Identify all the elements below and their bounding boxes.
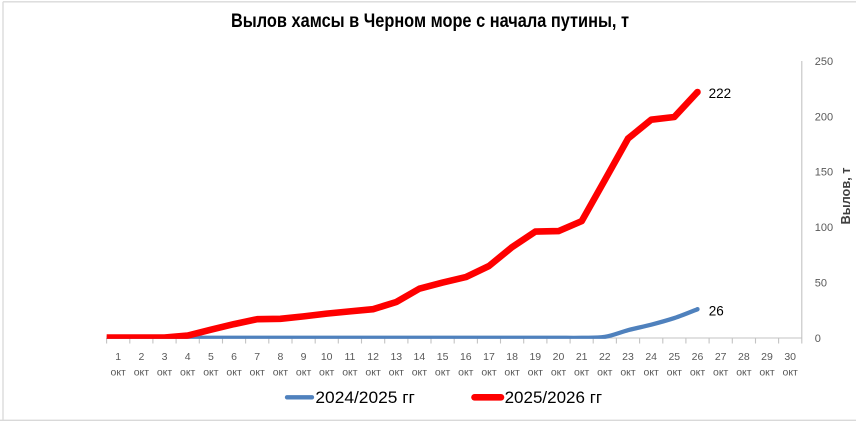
svg-text:окт: окт — [736, 367, 752, 379]
svg-text:22: 22 — [599, 351, 611, 363]
svg-text:окт: окт — [481, 367, 497, 379]
svg-text:12: 12 — [367, 351, 379, 363]
svg-text:13: 13 — [390, 351, 402, 363]
svg-text:28: 28 — [738, 351, 750, 363]
svg-text:3: 3 — [162, 351, 168, 363]
svg-text:11: 11 — [344, 351, 355, 363]
svg-text:окт: окт — [412, 367, 428, 379]
svg-text:16: 16 — [460, 351, 472, 363]
svg-text:окт: окт — [690, 367, 706, 379]
svg-text:222: 222 — [709, 86, 732, 101]
svg-text:окт: окт — [365, 367, 381, 379]
svg-text:17: 17 — [483, 351, 495, 363]
svg-text:18: 18 — [506, 351, 518, 363]
svg-text:23: 23 — [622, 351, 634, 363]
svg-text:окт: окт — [759, 367, 775, 379]
svg-text:150: 150 — [815, 167, 833, 179]
svg-text:окт: окт — [273, 367, 289, 379]
svg-text:10: 10 — [321, 351, 333, 363]
svg-text:27: 27 — [715, 351, 727, 363]
svg-text:окт: окт — [504, 367, 520, 379]
svg-text:окт: окт — [111, 367, 127, 379]
svg-text:окт: окт — [250, 367, 266, 379]
svg-text:окт: окт — [620, 367, 636, 379]
svg-text:26: 26 — [692, 351, 704, 363]
svg-text:2025/2026 гг: 2025/2026 гг — [505, 388, 603, 407]
svg-text:20: 20 — [553, 351, 565, 363]
svg-text:окт: окт — [551, 367, 567, 379]
svg-text:окт: окт — [389, 367, 405, 379]
svg-text:1: 1 — [115, 351, 121, 363]
svg-text:15: 15 — [437, 351, 449, 363]
svg-text:окт: окт — [713, 367, 729, 379]
svg-text:окт: окт — [226, 367, 242, 379]
svg-text:окт: окт — [644, 367, 660, 379]
svg-text:9: 9 — [301, 351, 307, 363]
svg-text:26: 26 — [709, 303, 724, 318]
svg-text:200: 200 — [815, 111, 833, 123]
svg-text:6: 6 — [231, 351, 237, 363]
svg-text:окт: окт — [574, 367, 590, 379]
svg-text:окт: окт — [458, 367, 474, 379]
svg-text:250: 250 — [815, 56, 833, 68]
svg-text:100: 100 — [815, 222, 833, 234]
svg-text:окт: окт — [783, 367, 799, 379]
svg-text:Вылов хамсы в Черном море с на: Вылов хамсы в Черном море с начала путин… — [231, 10, 629, 32]
svg-text:50: 50 — [815, 278, 827, 290]
svg-text:окт: окт — [157, 367, 173, 379]
svg-text:19: 19 — [529, 351, 541, 363]
svg-text:окт: окт — [435, 367, 451, 379]
svg-text:5: 5 — [208, 351, 214, 363]
svg-text:7: 7 — [254, 351, 260, 363]
svg-text:окт: окт — [134, 367, 150, 379]
svg-text:24: 24 — [645, 351, 657, 363]
svg-text:окт: окт — [528, 367, 544, 379]
svg-text:окт: окт — [667, 367, 683, 379]
svg-text:окт: окт — [296, 367, 312, 379]
svg-text:окт: окт — [180, 367, 196, 379]
svg-text:окт: окт — [597, 367, 613, 379]
svg-text:14: 14 — [414, 351, 426, 363]
svg-text:2: 2 — [138, 351, 144, 363]
svg-text:8: 8 — [277, 351, 283, 363]
svg-text:0: 0 — [815, 333, 821, 345]
svg-text:окт: окт — [342, 367, 358, 379]
svg-text:29: 29 — [761, 351, 773, 363]
svg-text:21: 21 — [576, 351, 588, 363]
svg-text:25: 25 — [668, 351, 680, 363]
svg-text:Вылов, т: Вылов, т — [839, 168, 853, 225]
svg-text:окт: окт — [319, 367, 335, 379]
svg-text:4: 4 — [185, 351, 191, 363]
svg-text:30: 30 — [784, 351, 796, 363]
svg-text:2024/2025 гг: 2024/2025 гг — [315, 388, 415, 407]
svg-text:окт: окт — [203, 367, 219, 379]
